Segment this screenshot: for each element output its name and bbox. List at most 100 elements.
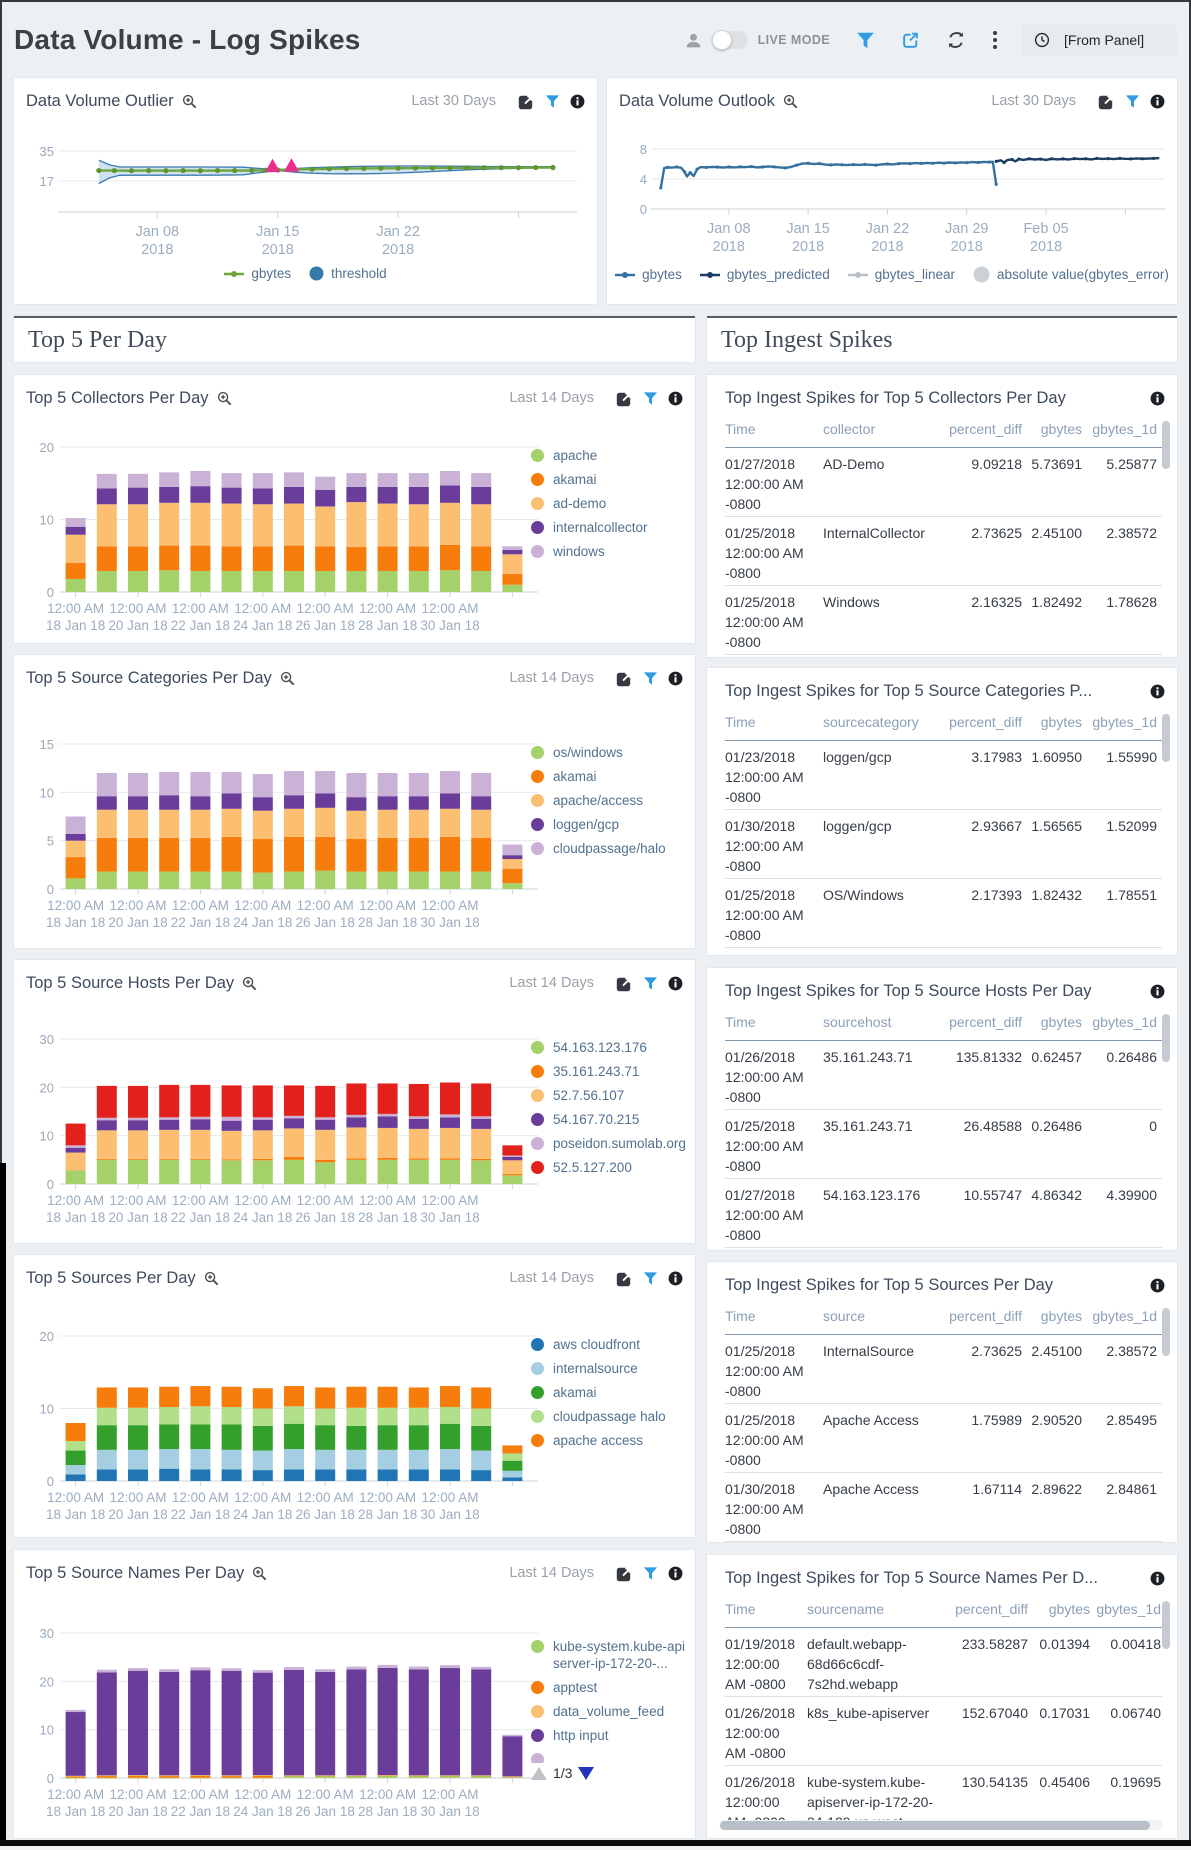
table-row[interactable]: 01/19/2018 12:00:00 AM -0800 default.weba… xyxy=(725,1628,1162,1697)
zoom-in-icon[interactable] xyxy=(252,1566,267,1581)
table-row[interactable]: 01/27/2018 12:00:00 AM -0800 54.163.123.1… xyxy=(725,1179,1162,1248)
legend-page-up-icon[interactable] xyxy=(531,1766,547,1780)
info-icon[interactable] xyxy=(1150,684,1165,699)
table-row[interactable]: 01/26/2018 12:00:00 AM -0800 35.161.243.7… xyxy=(725,1041,1162,1110)
legend-item[interactable]: gbytes xyxy=(615,266,682,283)
kebab-menu-icon[interactable] xyxy=(992,30,998,50)
legend-item[interactable]: akamai xyxy=(531,471,697,488)
info-icon[interactable] xyxy=(668,976,683,991)
vertical-scrollbar[interactable] xyxy=(1162,1601,1170,1649)
panel-filter-icon[interactable] xyxy=(545,94,560,109)
table-row[interactable]: 01/25/2018 12:00:00 AM -0800 Windows 2.163… xyxy=(725,586,1162,655)
legend-item[interactable]: gbytes xyxy=(224,266,291,281)
column-header[interactable]: gbytes xyxy=(1040,714,1082,730)
column-header[interactable]: gbytes_1d xyxy=(1096,1601,1161,1617)
info-icon[interactable] xyxy=(668,391,683,406)
legend-item[interactable]: akamai xyxy=(531,768,697,785)
column-header[interactable]: gbytes_1d xyxy=(1092,421,1157,437)
time-range-selector[interactable]: [From Panel] xyxy=(1022,24,1177,56)
table-row[interactable]: 01/30/2018 12:00:00 AM -0800 loggen/gcp 2.… xyxy=(725,810,1162,879)
column-header[interactable]: collector xyxy=(823,421,876,437)
table-row[interactable]: 01/25/2018 12:00:00 AM -0800 35.161.243.7… xyxy=(725,1110,1162,1179)
table-row[interactable]: 01/25/2018 12:00:00 AM -0800 OS/Windows 2.… xyxy=(725,879,1162,948)
open-in-new-icon[interactable] xyxy=(616,390,633,407)
info-icon[interactable] xyxy=(1150,1278,1165,1293)
panel-filter-icon[interactable] xyxy=(1125,94,1140,109)
legend-item[interactable]: gbytes_linear xyxy=(847,266,955,283)
column-header[interactable]: percent_diff xyxy=(949,421,1022,437)
info-icon[interactable] xyxy=(668,671,683,686)
legend-item[interactable] xyxy=(531,1751,697,1763)
info-icon[interactable] xyxy=(668,1271,683,1286)
legend-item[interactable]: poseidon.sumolab.org xyxy=(531,1135,697,1152)
table-row[interactable]: 01/25/2018 12:00:00 AM -0800 Apache Acces… xyxy=(725,1404,1162,1473)
panel-filter-icon[interactable] xyxy=(643,391,658,406)
legend-item[interactable]: loggen/gcp xyxy=(531,816,697,833)
info-icon[interactable] xyxy=(668,1566,683,1581)
legend-item[interactable]: 54.163.123.176 xyxy=(531,1039,697,1056)
legend-item[interactable]: apptest xyxy=(531,1679,697,1696)
column-header[interactable]: sourcecategory xyxy=(823,714,919,730)
table-row[interactable]: 01/27/2018 12:00:00 AM -0800 AD-Demo 9.092… xyxy=(725,448,1162,517)
column-header[interactable]: Time xyxy=(725,1308,756,1324)
zoom-in-icon[interactable] xyxy=(783,94,798,109)
column-header[interactable]: gbytes_1d xyxy=(1092,714,1157,730)
legend-item[interactable]: internalsource xyxy=(531,1360,697,1377)
column-header[interactable]: source xyxy=(823,1308,866,1324)
legend-item[interactable]: absolute value(gbytes_error) xyxy=(973,266,1169,283)
column-header[interactable]: percent_diff xyxy=(949,714,1022,730)
open-in-new-icon[interactable] xyxy=(1098,93,1115,110)
column-header[interactable]: gbytes xyxy=(1048,1601,1090,1617)
legend-item[interactable]: akamai xyxy=(531,1384,697,1401)
panel-filter-icon[interactable] xyxy=(643,1271,658,1286)
legend-item[interactable]: apache xyxy=(531,447,697,464)
legend-item[interactable]: threshold xyxy=(309,266,387,281)
legend-item[interactable]: 52.7.56.107 xyxy=(531,1087,697,1104)
table-row[interactable]: 01/25/2018 12:00:00 AM -0800 InternalColl… xyxy=(725,517,1162,586)
legend-item[interactable]: data_volume_feed xyxy=(531,1703,697,1720)
open-in-new-icon[interactable] xyxy=(616,670,633,687)
vertical-scrollbar[interactable] xyxy=(1162,1308,1170,1356)
column-header[interactable]: percent_diff xyxy=(949,1014,1022,1030)
legend-item[interactable]: windows xyxy=(531,543,697,560)
zoom-in-icon[interactable] xyxy=(280,671,295,686)
panel-filter-icon[interactable] xyxy=(643,671,658,686)
info-icon[interactable] xyxy=(1150,391,1165,406)
vertical-scrollbar[interactable] xyxy=(1162,714,1170,762)
table-row[interactable]: 01/23/2018 12:00:00 AM -0800 loggen/gcp 3.… xyxy=(725,741,1162,810)
legend-item[interactable]: apache access xyxy=(531,1432,697,1449)
vertical-scrollbar[interactable] xyxy=(1162,1014,1170,1062)
zoom-in-icon[interactable] xyxy=(182,94,197,109)
legend-item[interactable]: cloudpassage/halo xyxy=(531,840,697,857)
zoom-in-icon[interactable] xyxy=(217,391,232,406)
column-header[interactable]: gbytes_1d xyxy=(1092,1308,1157,1324)
table-row[interactable]: 01/26/2018 12:00:00 AM -0800kube-system.… xyxy=(725,1766,1162,1825)
legend-item[interactable]: aws cloudfront xyxy=(531,1336,697,1353)
filter-icon[interactable] xyxy=(856,31,875,50)
legend-item[interactable]: 35.161.243.71 xyxy=(531,1063,697,1080)
zoom-in-icon[interactable] xyxy=(242,976,257,991)
zoom-in-icon[interactable] xyxy=(204,1271,219,1286)
legend-item[interactable]: internalcollector xyxy=(531,519,697,536)
refresh-icon[interactable] xyxy=(946,30,966,50)
column-header[interactable]: Time xyxy=(725,1601,756,1617)
legend-item[interactable]: cloudpassage halo xyxy=(531,1408,697,1425)
info-icon[interactable] xyxy=(570,94,585,109)
table-row[interactable]: 01/30/2018 12:00:00 AM -0800 Apache Acces… xyxy=(725,1473,1162,1542)
open-in-new-icon[interactable] xyxy=(518,93,535,110)
column-header[interactable]: Time xyxy=(725,421,756,437)
column-header[interactable]: percent_diff xyxy=(949,1308,1022,1324)
legend-item[interactable]: 54.167.70.215 xyxy=(531,1111,697,1128)
info-icon[interactable] xyxy=(1150,94,1165,109)
horizontal-scrollbar[interactable] xyxy=(720,1820,1150,1830)
open-in-new-icon[interactable] xyxy=(616,975,633,992)
table-row[interactable]: 01/26/2018 12:00:00 AM -0800 k8s_kube-api… xyxy=(725,1697,1162,1766)
open-in-new-icon[interactable] xyxy=(616,1270,633,1287)
vertical-scrollbar[interactable] xyxy=(1162,421,1170,469)
legend-page-down-icon[interactable] xyxy=(578,1766,595,1780)
info-icon[interactable] xyxy=(1150,984,1165,999)
column-header[interactable]: gbytes xyxy=(1040,421,1082,437)
column-header[interactable]: Time xyxy=(725,714,756,730)
legend-item[interactable]: kube-system.kube-api server-ip-172-20-..… xyxy=(531,1638,697,1672)
column-header[interactable]: sourcehost xyxy=(823,1014,892,1030)
